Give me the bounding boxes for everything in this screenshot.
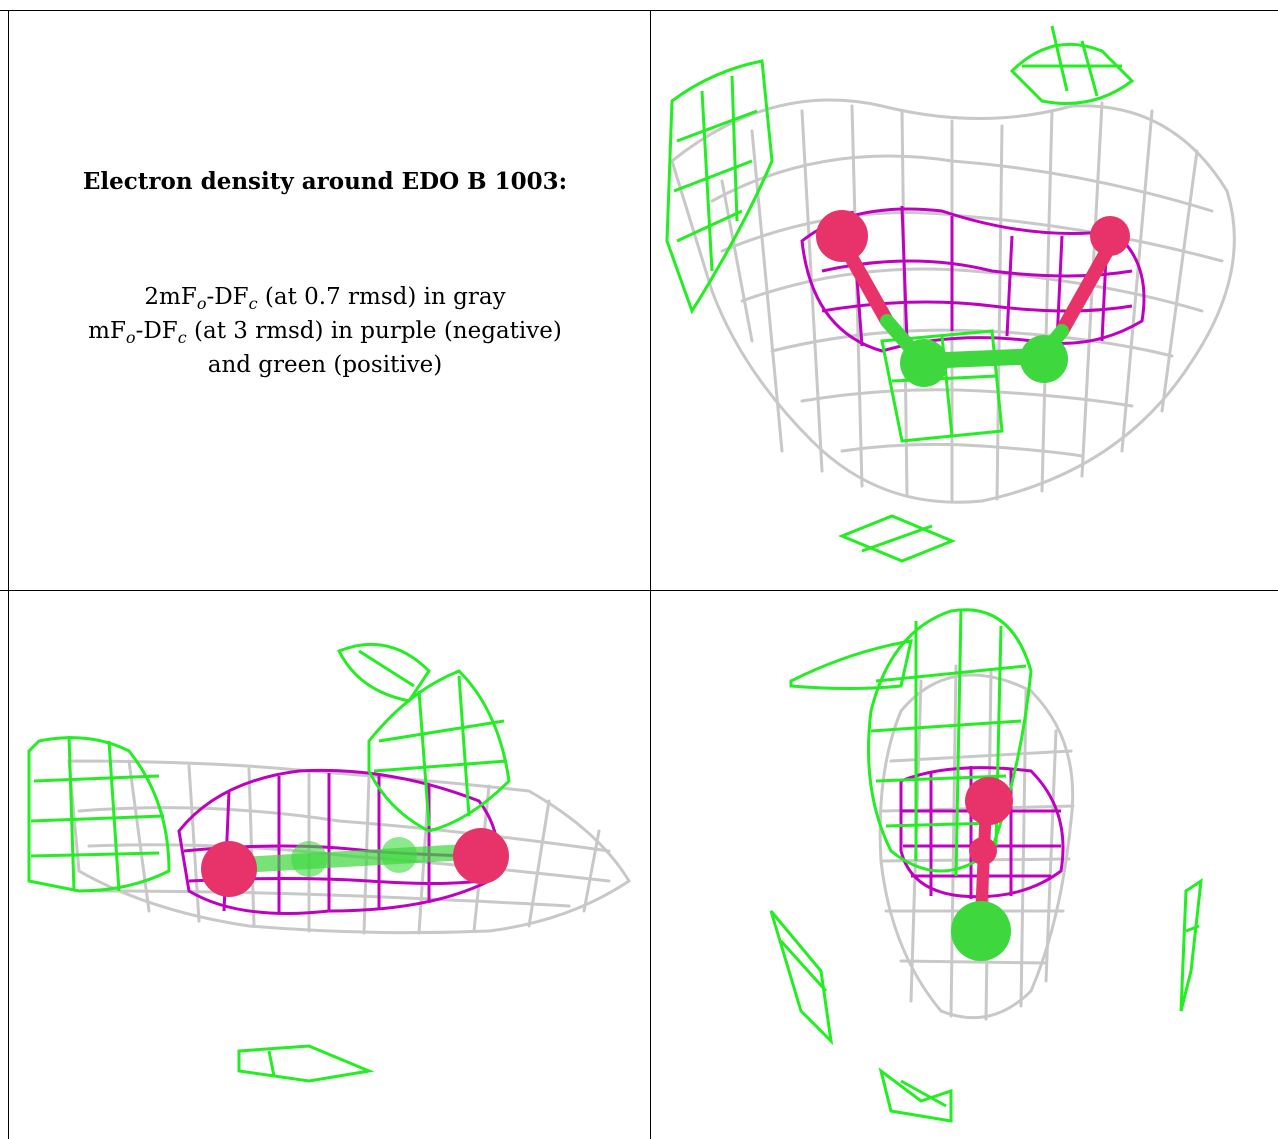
density-mesh: [67, 759, 632, 935]
density-render: [769, 608, 1203, 1123]
border-center-row: [0, 590, 1278, 591]
caption-title: Electron density around EDO B 1003:: [82, 168, 568, 195]
oxygen-atom: [453, 828, 509, 884]
caption-description: 2mFo-DFc (at 0.7 rmsd) in gray mFo-DFc (…: [0, 280, 650, 382]
caption-cell: Electron density around EDO B 1003: 2mFo…: [0, 0, 650, 590]
caption-line-gray: 2mFo-DFc (at 0.7 rmsd) in gray: [144, 284, 506, 313]
carbon-atom: [900, 339, 948, 387]
carbon-atom: [381, 837, 417, 873]
border-top: [0, 10, 1278, 11]
density-mesh: [769, 608, 1203, 1123]
carbon-atom: [951, 901, 1011, 961]
caption-line-purple: mFo-DFc (at 3 rmsd) in purple (negative): [88, 318, 562, 347]
density-mesh: [665, 25, 1135, 563]
carbon-atom: [1020, 335, 1068, 383]
carbon-atom: [291, 841, 327, 877]
top-right-view: [652, 11, 1278, 589]
atom-bond: [1055, 244, 1114, 338]
oxygen-atom: [965, 777, 1013, 825]
density-render: [27, 642, 632, 1083]
oxygen-atom: [1090, 216, 1130, 256]
oxygen-atom: [816, 210, 868, 262]
oxygen-atom: [201, 841, 257, 897]
caption-line-green: and green (positive): [207, 352, 443, 378]
bottom-right-view: [651, 591, 1278, 1139]
density-mesh: [27, 642, 511, 1083]
bottom-left-view: [9, 591, 650, 1139]
density-render: [665, 25, 1236, 563]
atom-bond: [216, 843, 492, 874]
border-left: [8, 10, 9, 1139]
border-middle: [650, 10, 651, 1139]
oxygen-atom: [969, 837, 997, 865]
